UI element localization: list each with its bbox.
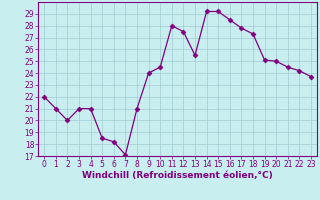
X-axis label: Windchill (Refroidissement éolien,°C): Windchill (Refroidissement éolien,°C) [82,171,273,180]
